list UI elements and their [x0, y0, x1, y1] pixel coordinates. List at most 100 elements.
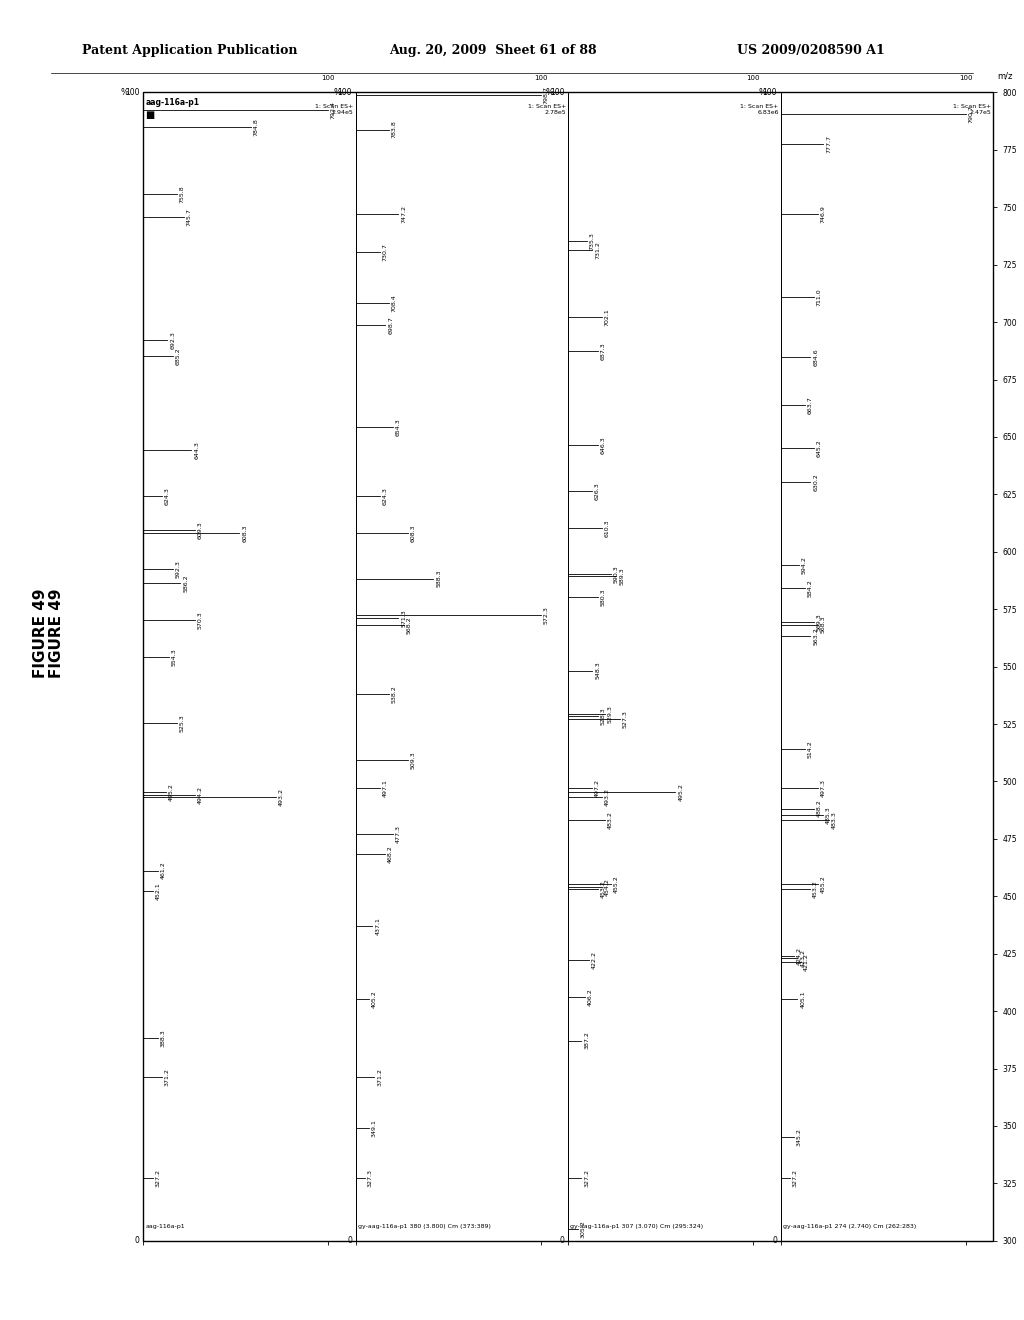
Text: 388.3: 388.3	[161, 1030, 166, 1047]
Text: 100: 100	[958, 75, 973, 81]
Text: 548.3: 548.3	[595, 661, 600, 680]
Text: 483.3: 483.3	[831, 810, 837, 829]
Text: 452.1: 452.1	[156, 883, 161, 900]
Text: 483.2: 483.2	[608, 810, 613, 829]
Text: 468.2: 468.2	[388, 846, 393, 863]
Text: 563.2: 563.2	[813, 627, 818, 645]
Text: 453.2: 453.2	[813, 880, 818, 898]
Text: 1: Scan ES+
2.47e5: 1: Scan ES+ 2.47e5	[953, 104, 991, 115]
Text: 100: 100	[338, 88, 352, 96]
Text: aag-116a-p1: aag-116a-p1	[145, 1225, 185, 1229]
Text: 454.2: 454.2	[604, 878, 609, 895]
Text: 0: 0	[135, 1237, 139, 1245]
Text: 495.2: 495.2	[678, 784, 683, 801]
Text: 525.3: 525.3	[179, 714, 184, 733]
Text: 745.7: 745.7	[186, 209, 191, 226]
Text: 746.9: 746.9	[820, 206, 825, 223]
Text: FIGURE 49: FIGURE 49	[34, 589, 48, 678]
Text: Aug. 20, 2009  Sheet 61 of 88: Aug. 20, 2009 Sheet 61 of 88	[389, 44, 597, 57]
Text: 453.2: 453.2	[601, 880, 605, 898]
Text: 493.2: 493.2	[604, 788, 609, 807]
Text: 423.2: 423.2	[800, 949, 805, 966]
Text: 747.2: 747.2	[401, 205, 407, 223]
Text: %: %	[758, 88, 766, 96]
Text: 1: Scan ES+
6.83e6: 1: Scan ES+ 6.83e6	[740, 104, 778, 115]
Text: 528.3: 528.3	[601, 708, 605, 725]
Text: 784.8: 784.8	[253, 119, 258, 136]
Text: 645.2: 645.2	[817, 440, 822, 457]
Text: US 2009/0208590 A1: US 2009/0208590 A1	[737, 44, 885, 57]
Text: 685.2: 685.2	[176, 347, 180, 364]
Text: 592.3: 592.3	[176, 561, 180, 578]
Text: 495.2: 495.2	[168, 784, 173, 801]
Text: 371.2: 371.2	[165, 1068, 170, 1086]
Text: gy-aag-116a-p1 307 (3.070) Cm (295:324): gy-aag-116a-p1 307 (3.070) Cm (295:324)	[570, 1225, 703, 1229]
Text: 437.1: 437.1	[375, 917, 380, 935]
Text: 493.2: 493.2	[280, 788, 285, 807]
Text: 792.4: 792.4	[331, 100, 336, 119]
Text: 327.2: 327.2	[156, 1170, 161, 1187]
Text: 698.7: 698.7	[388, 317, 393, 334]
Text: 1: Scan ES+
2.94e5: 1: Scan ES+ 2.94e5	[315, 104, 353, 115]
Text: 100: 100	[125, 88, 139, 96]
Text: 345.2: 345.2	[797, 1129, 802, 1146]
Text: 570.3: 570.3	[198, 611, 203, 628]
Text: 584.2: 584.2	[808, 579, 813, 597]
Text: 538.2: 538.2	[392, 685, 397, 702]
Text: 485.3: 485.3	[826, 807, 831, 824]
Text: 497.3: 497.3	[820, 779, 825, 797]
Text: 327.2: 327.2	[584, 1170, 589, 1187]
Text: 497.2: 497.2	[595, 779, 600, 797]
Text: gy-aag-116a-p1 274 (2.740) Cm (262:283): gy-aag-116a-p1 274 (2.740) Cm (262:283)	[783, 1225, 916, 1229]
Text: 608.3: 608.3	[411, 524, 416, 541]
Text: %: %	[546, 88, 554, 96]
Text: 0: 0	[347, 1237, 352, 1245]
Text: 572.3: 572.3	[544, 606, 549, 624]
Text: 624.3: 624.3	[383, 487, 388, 504]
Text: 305.2: 305.2	[581, 1220, 586, 1238]
Text: 654.3: 654.3	[395, 418, 400, 436]
Text: 554.3: 554.3	[172, 648, 177, 665]
Text: 455.2: 455.2	[613, 875, 618, 894]
Text: 406.2: 406.2	[588, 987, 593, 1006]
Text: 590.3: 590.3	[613, 565, 618, 583]
Text: 571.3: 571.3	[401, 609, 407, 627]
Text: 777.7: 777.7	[826, 135, 831, 153]
Text: 610.3: 610.3	[604, 519, 609, 537]
Text: 100: 100	[550, 88, 564, 96]
Text: 790.7: 790.7	[969, 104, 974, 123]
Text: 663.7: 663.7	[808, 396, 813, 414]
Text: 735.3: 735.3	[590, 232, 595, 249]
Text: 588.3: 588.3	[436, 570, 441, 587]
Text: FIGURE 49: FIGURE 49	[49, 589, 63, 678]
Text: 497.1: 497.1	[383, 779, 388, 797]
Text: 488.2: 488.2	[817, 800, 822, 817]
Text: 424.2: 424.2	[797, 946, 802, 965]
Text: 1: Scan ES+
2.78e5: 1: Scan ES+ 2.78e5	[528, 104, 566, 115]
Text: 684.6: 684.6	[813, 348, 818, 366]
Text: Patent Application Publication: Patent Application Publication	[82, 44, 297, 57]
Text: gy-aag-116a-p1 380 (3.800) Cm (373:389): gy-aag-116a-p1 380 (3.800) Cm (373:389)	[358, 1225, 490, 1229]
Text: 646.3: 646.3	[601, 437, 605, 454]
Text: 692.3: 692.3	[170, 331, 175, 348]
Text: 702.1: 702.1	[604, 309, 609, 326]
Text: ■: ■	[145, 110, 155, 120]
Text: 494.2: 494.2	[198, 785, 203, 804]
Text: 455.2: 455.2	[820, 875, 825, 894]
Text: 586.2: 586.2	[183, 574, 188, 593]
Text: 731.2: 731.2	[595, 242, 600, 259]
Text: 387.2: 387.2	[584, 1032, 589, 1049]
Text: 0: 0	[772, 1237, 777, 1245]
Text: 798.7: 798.7	[544, 86, 549, 104]
Text: 609.3: 609.3	[198, 521, 203, 540]
Text: 687.3: 687.3	[601, 342, 605, 360]
Text: 327.2: 327.2	[793, 1170, 798, 1187]
Text: 371.2: 371.2	[377, 1068, 382, 1086]
Text: aag-116a-p1: aag-116a-p1	[145, 98, 200, 107]
Text: 630.2: 630.2	[813, 474, 818, 491]
Text: 477.3: 477.3	[395, 825, 400, 842]
Text: 711.0: 711.0	[817, 288, 822, 306]
Text: 708.4: 708.4	[392, 294, 397, 312]
Text: 755.8: 755.8	[179, 185, 184, 203]
Text: 624.3: 624.3	[165, 487, 170, 504]
